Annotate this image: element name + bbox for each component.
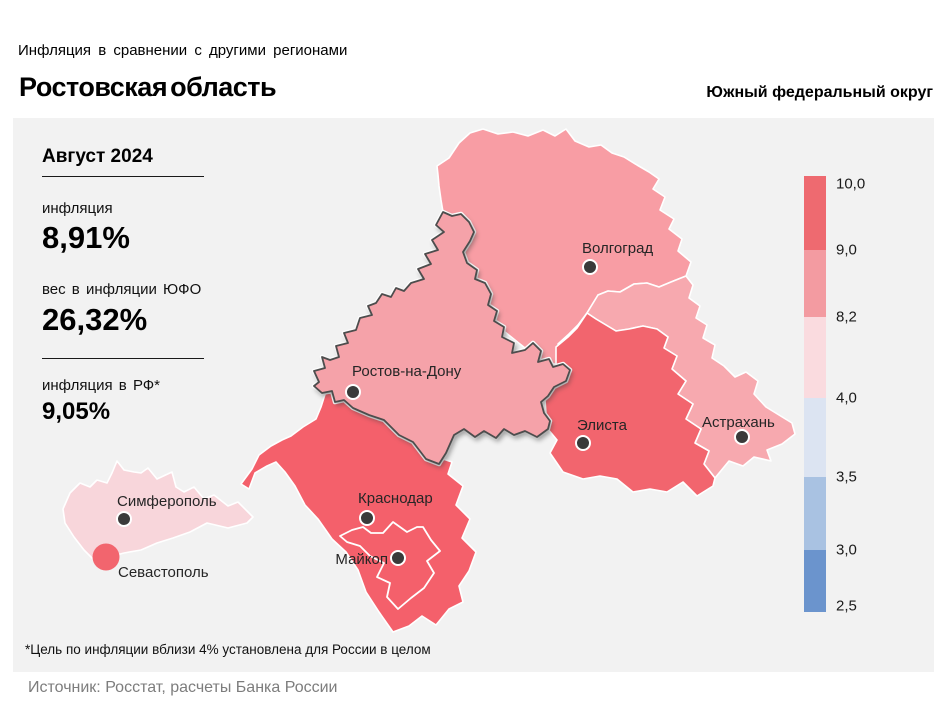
- city-label-volgograd: Волгоград: [582, 240, 653, 257]
- divider: [42, 176, 204, 177]
- stat-value-inflation: 8,91%: [42, 220, 130, 255]
- city-rostov-na-donu: Ростов-на-Дону: [345, 363, 462, 400]
- city-label-rostov-na-donu: Ростов-на-Дону: [352, 363, 462, 380]
- color-scale-legend: [804, 176, 826, 612]
- city-maykop: Майкоп: [335, 550, 406, 568]
- legend-tick-label: 4,0: [836, 389, 857, 407]
- city-astrakhan: Астрахань: [702, 414, 775, 445]
- city-label-simferopol: Симферополь: [117, 493, 217, 510]
- source-line: Источник: Росстат, расчеты Банка России: [28, 679, 338, 696]
- region-adygea-border[interactable]: [339, 521, 441, 610]
- city-dot-volgograd[interactable]: [582, 259, 598, 275]
- legend-tick-label: 3,0: [836, 541, 857, 559]
- footnote: *Цель по инфляции вблизи 4% установлена …: [25, 642, 431, 657]
- city-label-elista: Элиста: [577, 417, 628, 434]
- city-label-maykop: Майкоп: [335, 551, 388, 568]
- legend-tick-label: 3,5: [836, 468, 857, 486]
- region-kalmykia[interactable]: [544, 312, 716, 497]
- page-title: Ростовская область: [19, 72, 277, 102]
- city-dot-simferopol[interactable]: [116, 511, 132, 527]
- legend-segment: [804, 550, 826, 612]
- city-dot-maykop[interactable]: [390, 550, 406, 566]
- legend-segment: [804, 176, 826, 250]
- legend-tick-label: 10,0: [836, 175, 866, 193]
- city-dot-krasnodar[interactable]: [359, 510, 375, 526]
- city-label-astrakhan: Астрахань: [702, 414, 775, 431]
- stat-label-weight: вес в инфляции ЮФО: [42, 281, 202, 298]
- legend-tick-label: 8,2: [836, 308, 857, 326]
- city-elista: Элиста: [575, 417, 628, 451]
- city-sevastopol: Севастополь: [118, 564, 209, 581]
- city-volgograd: Волгоград: [582, 240, 653, 275]
- city-label-sevastopol: Севастополь: [118, 564, 209, 581]
- stat-value-weight: 26,32%: [42, 302, 148, 337]
- stat-label-inflation: инфляция: [42, 200, 113, 217]
- district-title: Южный федеральный округ: [706, 84, 933, 101]
- legend-tick-label: 9,0: [836, 241, 857, 259]
- city-simferopol: Симферополь: [116, 493, 217, 527]
- region-rostov[interactable]: [313, 211, 571, 465]
- region-crimea[interactable]: [62, 460, 254, 567]
- city-label-krasnodar: Краснодар: [358, 490, 433, 507]
- legend-tick-label: 2,5: [836, 597, 857, 615]
- city-dot-astrakhan[interactable]: [734, 429, 750, 445]
- legend-segment: [804, 250, 826, 317]
- page-kicker: Инфляция в сравнении с другими регионами: [18, 42, 348, 59]
- legend-segment: [804, 317, 826, 398]
- city-dot-elista[interactable]: [575, 435, 591, 451]
- legend-segment: [804, 398, 826, 477]
- region-sevastopol[interactable]: [92, 543, 120, 571]
- stat-value-rf-inflation: 9,05%: [42, 398, 111, 425]
- region-rostov-group: [311, 209, 573, 467]
- city-dot-rostov-na-donu[interactable]: [345, 384, 361, 400]
- legend-segment: [804, 477, 826, 550]
- divider: [42, 358, 204, 359]
- period-label: Август 2024: [42, 146, 153, 167]
- city-krasnodar: Краснодар: [358, 490, 433, 526]
- stat-label-rf-inflation: инфляция в РФ*: [42, 377, 161, 394]
